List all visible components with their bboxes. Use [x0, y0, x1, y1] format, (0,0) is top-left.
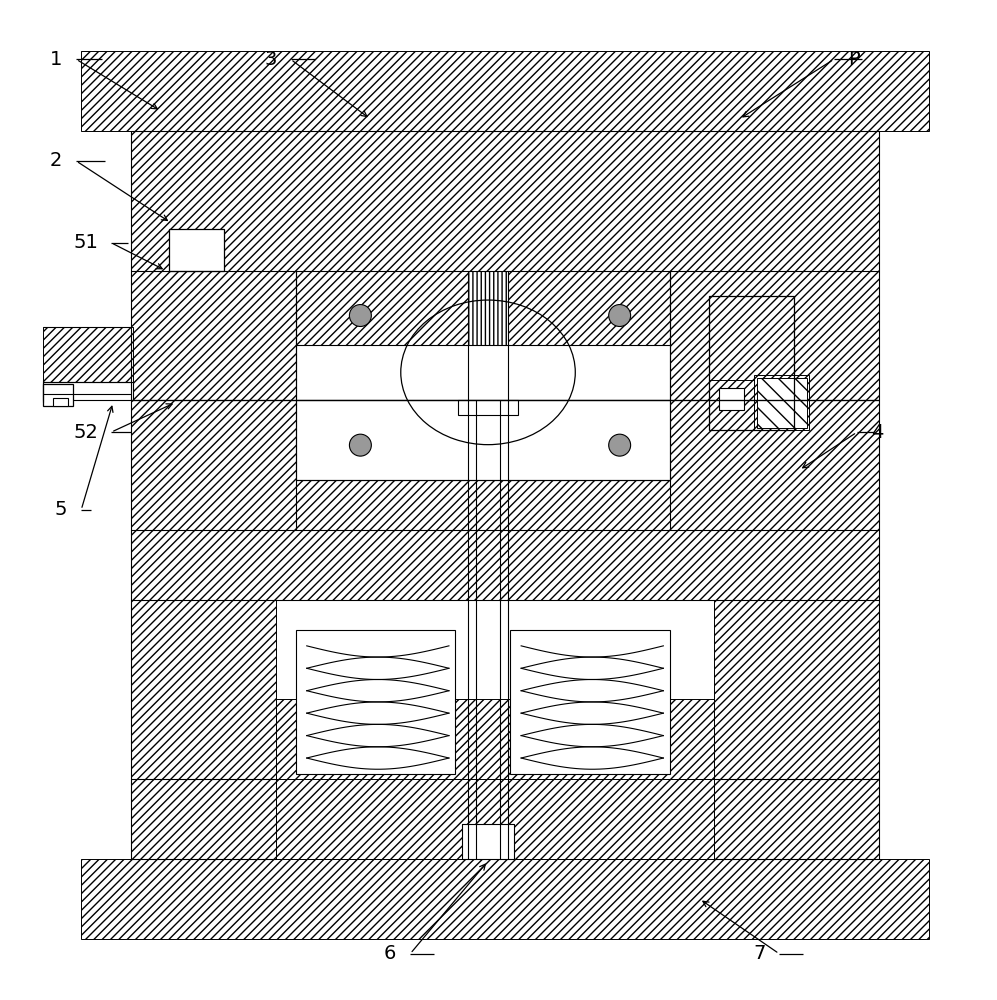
Text: 1: 1 [50, 50, 63, 69]
Bar [131, 600, 275, 859]
Bar [670, 271, 879, 400]
Bar [131, 530, 879, 600]
Bar [81, 859, 929, 939]
Bar [275, 779, 715, 859]
Bar [458, 400, 518, 415]
Bar [43, 327, 133, 382]
Text: 2: 2 [50, 151, 63, 170]
Circle shape [349, 434, 371, 456]
Bar [131, 400, 295, 530]
Text: 3: 3 [264, 50, 277, 69]
Bar [43, 382, 133, 400]
Bar [168, 229, 223, 271]
Text: 7: 7 [753, 944, 766, 963]
Bar [295, 630, 455, 774]
Circle shape [609, 305, 631, 326]
Text: 4: 4 [870, 423, 883, 442]
Text: 52: 52 [74, 423, 99, 442]
Bar [458, 400, 518, 415]
Bar [710, 296, 795, 380]
Bar [468, 271, 508, 480]
Text: 6: 6 [384, 944, 397, 963]
Bar [462, 824, 514, 859]
Bar [275, 699, 715, 779]
Circle shape [609, 434, 631, 456]
Bar [462, 824, 514, 859]
Bar [758, 378, 808, 428]
Bar [131, 131, 879, 271]
Bar [710, 296, 795, 430]
Text: 5: 5 [55, 500, 68, 519]
Bar [81, 51, 929, 131]
Bar [131, 271, 295, 400]
Bar [720, 388, 745, 410]
Text: 51: 51 [74, 233, 99, 252]
Bar [295, 271, 670, 345]
Bar [755, 375, 810, 430]
Bar [295, 480, 670, 530]
Bar [295, 400, 670, 480]
Bar [670, 400, 879, 530]
Bar [295, 345, 670, 400]
Bar [43, 384, 73, 406]
Bar [43, 382, 131, 400]
Bar [715, 600, 879, 859]
Text: P: P [848, 50, 859, 69]
Bar [510, 630, 670, 774]
Bar [53, 398, 68, 406]
Circle shape [349, 305, 371, 326]
